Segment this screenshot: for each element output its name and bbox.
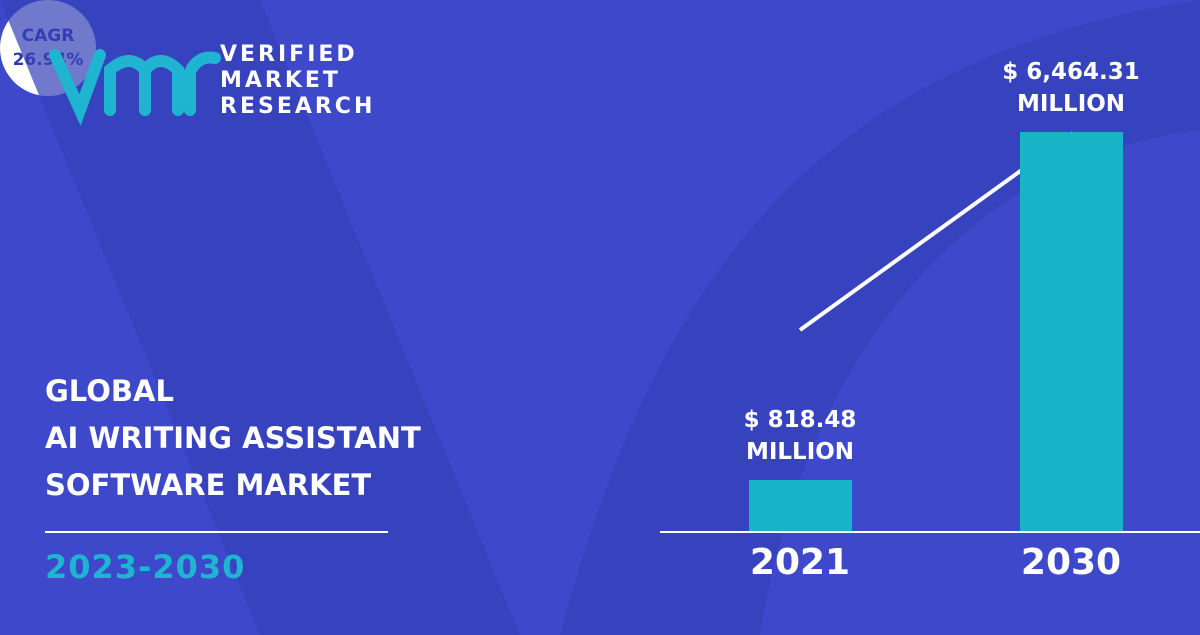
period: 2023-2030 bbox=[45, 548, 246, 586]
bar bbox=[748, 480, 852, 531]
logo-mark bbox=[49, 49, 221, 126]
logo-text: MARKET bbox=[220, 68, 341, 93]
logo-text: VERIFIED bbox=[220, 42, 358, 67]
title-line: AI WRITING ASSISTANT bbox=[45, 421, 421, 455]
bar bbox=[1019, 132, 1123, 531]
category-label: 2021 bbox=[749, 542, 851, 583]
title-line: SOFTWARE MARKET bbox=[45, 468, 372, 502]
value-label: $ 818.48 MILLION bbox=[743, 407, 857, 466]
category-label: 2030 bbox=[1020, 542, 1122, 583]
title-line: GLOBAL bbox=[45, 374, 174, 408]
logo-text: RESEARCH bbox=[220, 94, 376, 119]
value-label: $ 6,464.31 MILLION bbox=[1002, 59, 1140, 117]
